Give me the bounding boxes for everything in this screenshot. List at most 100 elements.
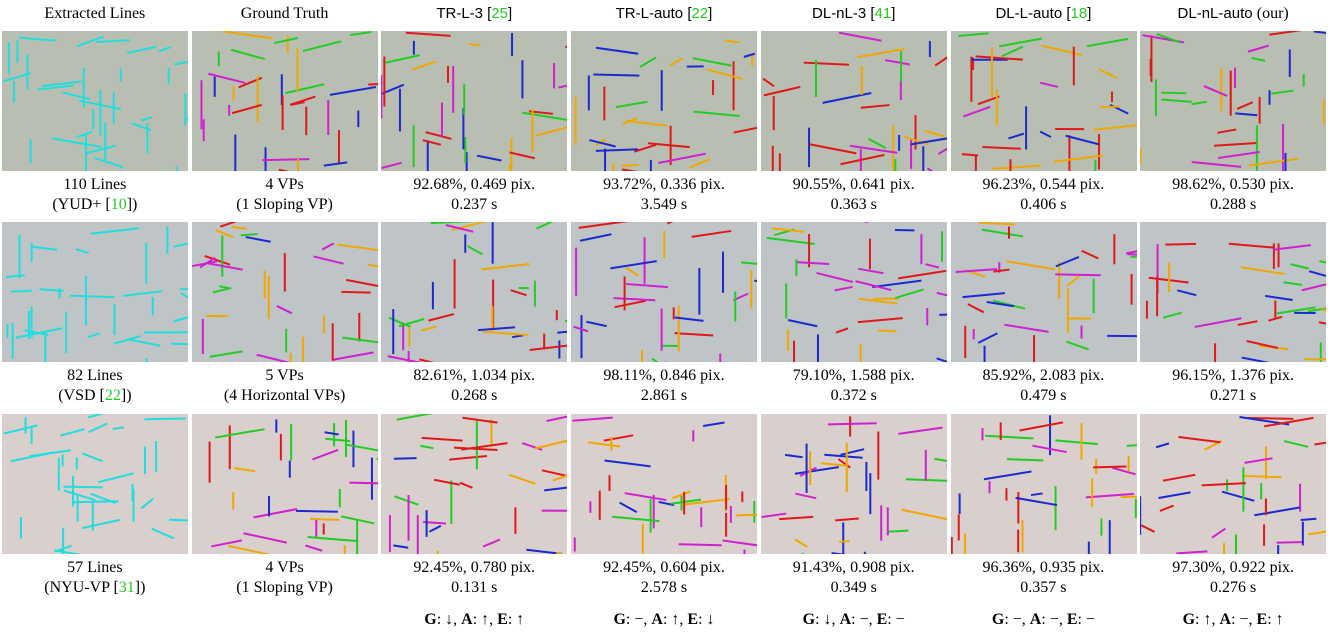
text-segment: : ↓, bbox=[437, 611, 461, 628]
caption: 5 VPs(4 Horizontal VPs) bbox=[190, 366, 380, 406]
text-line: (1 Sloping VP) bbox=[190, 195, 380, 215]
text-segment: E bbox=[877, 611, 888, 628]
text-segment: : −, bbox=[626, 611, 651, 628]
image bbox=[2, 222, 188, 362]
text-line: 0.271 s bbox=[1138, 386, 1328, 406]
text-segment: A bbox=[840, 611, 852, 628]
text-line: 0.288 s bbox=[1138, 195, 1328, 215]
text-line: (VSD [22]) bbox=[0, 386, 190, 406]
text-segment: 22 bbox=[691, 5, 708, 22]
text-segment: ]) bbox=[127, 196, 138, 213]
text-line: 92.68%, 0.469 pix. bbox=[379, 175, 569, 195]
column-header: Ground Truth bbox=[190, 4, 380, 24]
text-line: 98.62%, 0.530 pix. bbox=[1138, 175, 1328, 195]
image bbox=[192, 31, 378, 171]
text-segment: (YUD+ [ bbox=[52, 196, 110, 213]
text-segment: : ↓, bbox=[815, 611, 839, 628]
image bbox=[571, 31, 757, 171]
text-line: 93.72%, 0.336 pix. bbox=[569, 175, 759, 195]
text-line: 90.55%, 0.641 pix. bbox=[759, 175, 949, 195]
text-segment: : ↑ bbox=[1267, 611, 1283, 628]
text-line: G: −, A: ↑, E: ↓ bbox=[569, 610, 759, 630]
text-line: 2.578 s bbox=[569, 578, 759, 598]
text-segment: 18 bbox=[1071, 5, 1088, 22]
image bbox=[761, 414, 947, 554]
image bbox=[381, 414, 567, 554]
text-segment: E bbox=[687, 611, 698, 628]
text-line: 0.276 s bbox=[1138, 578, 1328, 598]
text-segment: : ↑, bbox=[473, 611, 497, 628]
figure: (() => { const data = JSON.parse(documen… bbox=[0, 0, 1328, 636]
text-line: G: ↓, A: −, E: − bbox=[759, 610, 949, 630]
text-line: (4 Horizontal VPs) bbox=[190, 386, 380, 406]
text-segment: Extracted Lines bbox=[44, 5, 145, 22]
text-line: 92.45%, 0.604 pix. bbox=[569, 558, 759, 578]
text-line: 0.349 s bbox=[759, 578, 949, 598]
caption: 96.23%, 0.544 pix.0.406 s bbox=[949, 175, 1139, 215]
image bbox=[951, 31, 1137, 171]
caption: 97.30%, 0.922 pix.0.276 s bbox=[1138, 558, 1328, 598]
summary: G: ↓, A: −, E: − bbox=[759, 610, 949, 630]
text-segment: ] bbox=[891, 5, 895, 22]
text-segment: TR-L-auto [ bbox=[616, 5, 692, 22]
text-segment: G bbox=[613, 611, 625, 628]
text-line: 96.15%, 1.376 pix. bbox=[1138, 366, 1328, 386]
text-line: DL-nL-3 [41] bbox=[759, 4, 949, 24]
caption: 82 Lines(VSD [22]) bbox=[0, 366, 190, 406]
text-segment: DL-nL-3 [ bbox=[812, 5, 875, 22]
text-segment: : ↑, bbox=[1195, 611, 1219, 628]
text-line: 97.30%, 0.922 pix. bbox=[1138, 558, 1328, 578]
column-header: DL-nL-auto (our) bbox=[1138, 4, 1328, 24]
text-line: G: ↓, A: ↑, E: ↑ bbox=[379, 610, 569, 630]
text-segment: G bbox=[992, 611, 1004, 628]
text-segment: 31 bbox=[119, 579, 135, 596]
text-line: 0.363 s bbox=[759, 195, 949, 215]
text-line: 0.372 s bbox=[759, 386, 949, 406]
text-segment: : −, bbox=[1231, 611, 1256, 628]
text-line: 0.406 s bbox=[949, 195, 1139, 215]
image bbox=[381, 222, 567, 362]
caption: 92.68%, 0.469 pix.0.237 s bbox=[379, 175, 569, 215]
text-line: 4 VPs bbox=[190, 175, 380, 195]
text-line: 0.357 s bbox=[949, 578, 1139, 598]
image bbox=[192, 222, 378, 362]
image bbox=[571, 414, 757, 554]
image bbox=[761, 222, 947, 362]
caption: 4 VPs(1 Sloping VP) bbox=[190, 558, 380, 598]
text-line: 0.479 s bbox=[949, 386, 1139, 406]
text-line: 79.10%, 1.588 pix. bbox=[759, 366, 949, 386]
text-segment: A bbox=[461, 611, 473, 628]
image bbox=[381, 31, 567, 171]
text-line: TR-L-auto [22] bbox=[569, 4, 759, 24]
caption: 91.43%, 0.908 pix.0.349 s bbox=[759, 558, 949, 598]
summary: G: ↑, A: −, E: ↑ bbox=[1138, 610, 1328, 630]
caption: 90.55%, 0.641 pix.0.363 s bbox=[759, 175, 949, 215]
caption: 82.61%, 1.034 pix.0.268 s bbox=[379, 366, 569, 406]
text-segment: A bbox=[1030, 611, 1042, 628]
image bbox=[951, 414, 1137, 554]
text-segment: ] bbox=[508, 5, 512, 22]
text-segment: ]) bbox=[135, 579, 146, 596]
text-segment: 25 bbox=[491, 5, 508, 22]
text-line: DL-L-auto [18] bbox=[949, 4, 1139, 24]
text-line: 57 Lines bbox=[0, 558, 190, 578]
text-line: 98.11%, 0.846 pix. bbox=[569, 366, 759, 386]
text-line: TR-L-3 [25] bbox=[379, 4, 569, 24]
text-segment: : −, bbox=[1041, 611, 1066, 628]
text-line: G: ↑, A: −, E: ↑ bbox=[1138, 610, 1328, 630]
text-line: 3.549 s bbox=[569, 195, 759, 215]
text-line: 85.92%, 2.083 pix. bbox=[949, 366, 1139, 386]
text-line: 110 Lines bbox=[0, 175, 190, 195]
text-segment: G bbox=[803, 611, 815, 628]
caption: 4 VPs(1 Sloping VP) bbox=[190, 175, 380, 215]
text-line: 5 VPs bbox=[190, 366, 380, 386]
text-line: 4 VPs bbox=[190, 558, 380, 578]
image bbox=[192, 414, 378, 554]
caption: 92.45%, 0.604 pix.2.578 s bbox=[569, 558, 759, 598]
text-line: 82.61%, 1.034 pix. bbox=[379, 366, 569, 386]
column-header: DL-nL-3 [41] bbox=[759, 4, 949, 24]
text-segment: E bbox=[1067, 611, 1078, 628]
text-line: 96.36%, 0.935 pix. bbox=[949, 558, 1139, 578]
caption: 98.62%, 0.530 pix.0.288 s bbox=[1138, 175, 1328, 215]
text-segment: E bbox=[1257, 611, 1268, 628]
